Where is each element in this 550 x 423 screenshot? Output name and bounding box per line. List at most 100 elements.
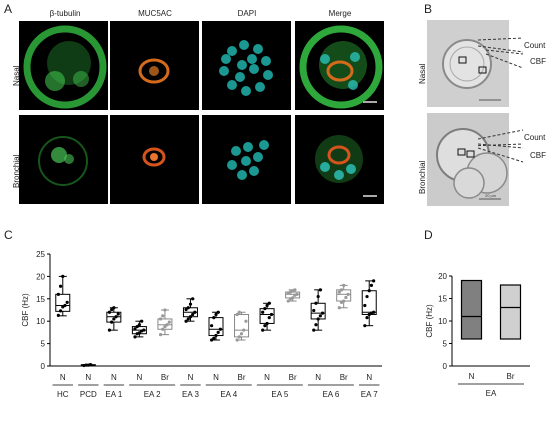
group-label: EA 5	[271, 390, 288, 399]
box-body	[157, 318, 173, 330]
y-tick-label: 5	[443, 340, 448, 349]
data-point	[337, 290, 341, 294]
group-label: HC	[57, 390, 69, 399]
bar-x-label: N	[469, 372, 475, 381]
data-point	[188, 315, 193, 319]
data-point	[167, 320, 171, 324]
image-nasal-dapi	[202, 21, 291, 110]
y-tick-label: 0	[443, 362, 448, 371]
data-point	[88, 363, 93, 367]
data-point	[363, 324, 367, 328]
data-point	[318, 288, 322, 292]
data-point	[165, 323, 169, 327]
group-label: EA 1	[105, 390, 122, 399]
data-point	[142, 328, 146, 332]
data-point	[135, 324, 139, 329]
nucleus-dot	[241, 156, 251, 166]
image-brightfield-bronchial: 20 μm	[427, 113, 509, 206]
y-tick-label: 15	[36, 295, 45, 304]
box-x-label: N	[85, 373, 91, 382]
data-point	[218, 327, 222, 331]
data-point	[84, 363, 88, 367]
y-tick-label: 15	[438, 295, 447, 304]
data-point	[158, 333, 163, 337]
data-point	[314, 323, 318, 327]
panel-letter-d: D	[424, 228, 433, 242]
data-point	[295, 292, 299, 296]
data-point	[363, 303, 367, 308]
data-point	[316, 294, 320, 299]
data-point	[235, 338, 239, 342]
data-point	[265, 321, 269, 326]
nucleus-dot	[237, 170, 247, 180]
group-label: PCD	[80, 390, 97, 399]
data-point	[65, 300, 69, 304]
data-point	[342, 299, 346, 303]
data-point	[261, 328, 265, 332]
data-point	[239, 332, 244, 336]
box-x-label: Br	[289, 373, 297, 382]
data-point	[212, 316, 216, 320]
box-body	[55, 293, 71, 312]
box-x-label: N	[111, 373, 117, 382]
y-tick-label: 20	[438, 272, 447, 281]
data-point	[61, 274, 65, 278]
data-point	[112, 306, 116, 310]
data-point	[114, 315, 118, 319]
group-label: EA 6	[322, 390, 339, 399]
panel-b-annotations: Count CBF Count CBF	[478, 37, 546, 163]
data-point	[216, 330, 220, 334]
scale-bar-label: 20 μm	[485, 193, 497, 198]
data-point	[210, 324, 214, 328]
nucleus-dot	[241, 86, 251, 96]
data-point	[184, 319, 188, 323]
y-tick-label: 10	[36, 317, 45, 326]
y-axis-label: CBF (Hz)	[21, 293, 30, 327]
image-bronchial-dapi	[202, 115, 291, 204]
nucleus-dot	[227, 80, 237, 90]
data-point	[188, 302, 193, 306]
data-point	[286, 299, 290, 303]
data-point	[339, 288, 344, 292]
data-point	[244, 319, 248, 323]
data-point	[163, 308, 167, 312]
nucleus-dot	[235, 72, 245, 82]
data-point	[367, 289, 371, 293]
data-point	[137, 331, 141, 335]
group-label: EA	[486, 389, 497, 398]
image-nasal-muc5ac	[110, 21, 199, 110]
box-x-label: N	[264, 373, 270, 382]
data-point	[372, 310, 376, 314]
data-point	[186, 306, 190, 310]
data-point	[235, 312, 239, 317]
y-tick-label: 0	[41, 362, 46, 371]
data-point	[267, 301, 271, 305]
data-point	[184, 307, 188, 312]
nucleus-dot	[227, 160, 237, 170]
panel-b-row-label-nasal: Nasal	[418, 63, 427, 84]
data-point	[56, 292, 60, 296]
data-point	[191, 297, 195, 301]
data-point	[263, 307, 267, 311]
data-point	[210, 338, 214, 342]
data-point	[158, 317, 163, 321]
nucleus-dot	[261, 56, 271, 66]
nucleus-dot	[227, 46, 237, 56]
panel-b-row-label-bronchial: Bronchial	[418, 160, 427, 194]
box-x-label: Br	[161, 373, 169, 382]
data-point	[107, 310, 112, 314]
nucleus-dot	[219, 66, 229, 76]
image-nasal-merge	[295, 21, 384, 110]
nucleus-dot	[221, 54, 231, 64]
annotation-count-bronchial: Count	[524, 133, 546, 142]
data-point	[267, 316, 271, 320]
data-point	[214, 312, 218, 317]
data-point	[342, 283, 346, 287]
y-tick-label: 10	[438, 317, 447, 326]
data-point	[372, 279, 376, 283]
annotation-cbf-bronchial: CBF	[530, 151, 546, 160]
data-point	[58, 309, 63, 313]
box-x-label: N	[315, 373, 321, 382]
data-point	[139, 319, 144, 323]
image-nasal-beta-tubulin	[19, 21, 108, 110]
